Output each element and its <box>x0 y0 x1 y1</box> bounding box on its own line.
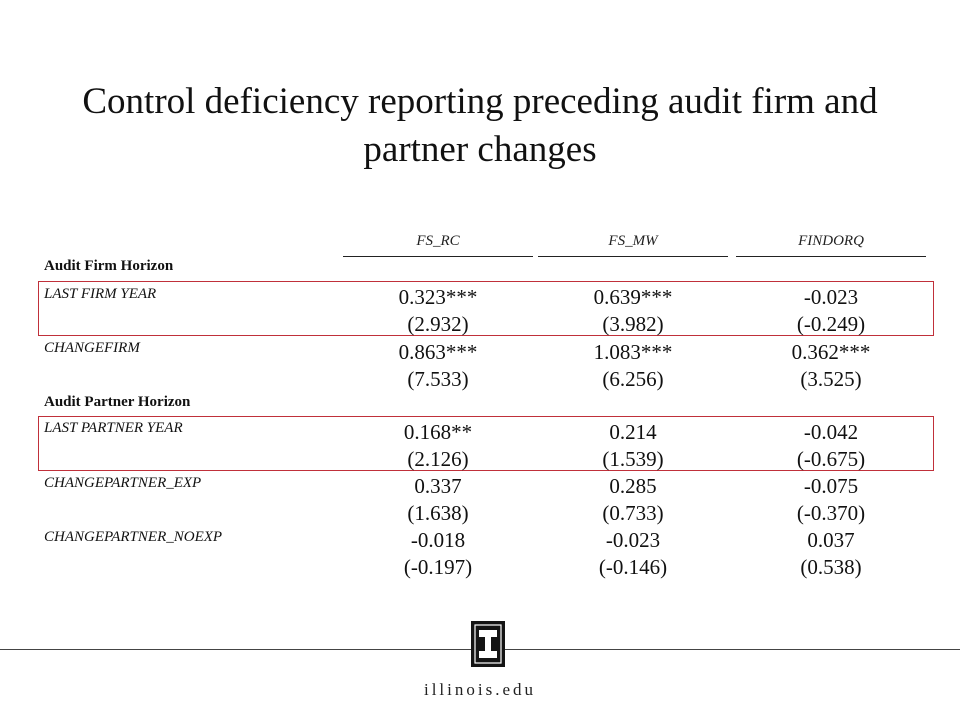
cell-tstat: (-0.370) <box>796 501 866 525</box>
cell-value: 0.639*** <box>593 285 673 309</box>
cell-tstat: (7.533) <box>407 367 469 391</box>
section-heading-audit-partner: Audit Partner Horizon <box>44 394 191 410</box>
cell-value: -0.042 <box>803 420 859 444</box>
row-label-changepartner-exp: CHANGEPARTNER_EXP <box>44 475 202 491</box>
cell-tstat: (-0.197) <box>403 555 473 579</box>
block-i-icon <box>471 621 505 667</box>
cell-tstat: (1.638) <box>407 501 469 525</box>
cell-tstat: (0.733) <box>602 501 664 525</box>
cell-value: 0.285 <box>609 474 657 498</box>
cell-value: 0.037 <box>807 528 855 552</box>
footer-url: illinois.edu <box>423 680 537 699</box>
cell-tstat: (-0.675) <box>796 447 866 471</box>
cell-value: 0.362*** <box>791 340 871 364</box>
cell-tstat: (-0.146) <box>598 555 668 579</box>
highlight-box-last-firm-year <box>38 281 934 336</box>
cell-tstat: (1.539) <box>602 447 664 471</box>
column-header-fs-mw: FS_MW <box>538 232 728 257</box>
cell-value: 1.083*** <box>593 340 673 364</box>
cell-value: -0.018 <box>410 528 466 552</box>
cell-value: 0.863*** <box>398 340 478 364</box>
cell-tstat: (-0.249) <box>796 312 866 336</box>
cell-value: 0.337 <box>414 474 462 498</box>
cell-value: 0.214 <box>609 420 657 444</box>
highlight-box-last-partner-year <box>38 416 934 471</box>
cell-value: -0.023 <box>803 285 859 309</box>
cell-tstat: (2.932) <box>407 312 469 336</box>
row-label-last-partner-year: LAST PARTNER YEAR <box>44 420 183 436</box>
column-header-fs-rc: FS_RC <box>343 232 533 257</box>
cell-value: 0.323*** <box>398 285 478 309</box>
cell-value: -0.023 <box>605 528 661 552</box>
column-header-findorq: FINDORQ <box>736 232 926 257</box>
cell-tstat: (6.256) <box>602 367 664 391</box>
cell-tstat: (0.538) <box>800 555 862 579</box>
cell-value: 0.168** <box>403 420 473 444</box>
section-heading-audit-firm: Audit Firm Horizon <box>44 258 174 274</box>
row-label-last-firm-year: LAST FIRM YEAR <box>44 286 157 302</box>
cell-tstat: (2.126) <box>407 447 469 471</box>
row-label-changepartner-noexp: CHANGEPARTNER_NOEXP <box>44 529 223 545</box>
slide-title: Control deficiency reporting preceding a… <box>82 81 878 170</box>
cell-tstat: (3.982) <box>602 312 664 336</box>
cell-tstat: (3.525) <box>800 367 862 391</box>
cell-value: -0.075 <box>803 474 859 498</box>
row-label-changefirm: CHANGEFIRM <box>44 340 140 356</box>
